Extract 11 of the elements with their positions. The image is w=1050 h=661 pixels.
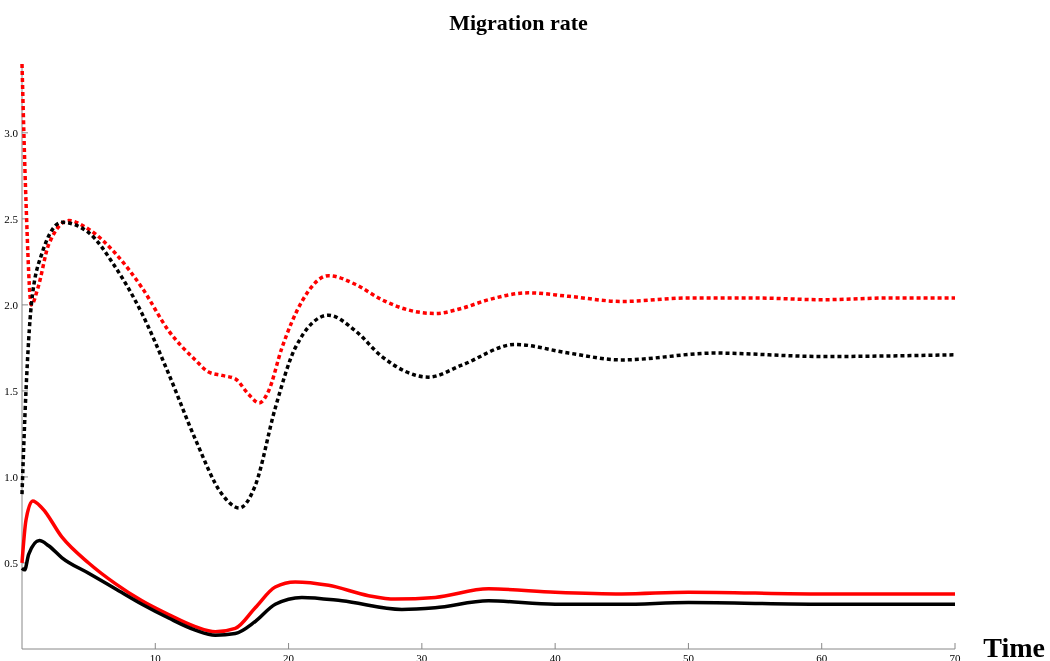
x-axis-title: Time	[983, 632, 1045, 661]
chart-title: Migration rate	[449, 10, 589, 35]
y-tick-label: 2.5	[4, 212, 19, 225]
y-tick-label: 3.0	[4, 126, 19, 139]
line-series	[20, 499, 957, 634]
y-tick-label: 1.5	[4, 384, 19, 397]
line-series	[20, 62, 957, 405]
y-tick-label: 2.0	[4, 298, 19, 311]
line-series	[20, 538, 957, 637]
y-tick-label: 0.5	[4, 556, 19, 569]
y-tick-label: 1.0	[4, 470, 19, 483]
